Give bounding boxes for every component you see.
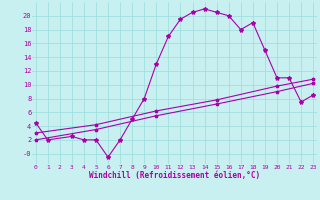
X-axis label: Windchill (Refroidissement éolien,°C): Windchill (Refroidissement éolien,°C) — [89, 171, 260, 180]
